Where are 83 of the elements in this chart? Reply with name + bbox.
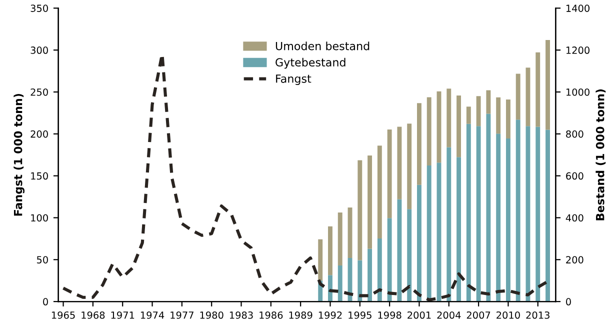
bar <box>377 146 382 238</box>
x-tick-label: 1992 <box>318 311 342 319</box>
legend-label: Umoden bestand <box>276 42 370 50</box>
x-tick-label: 1971 <box>111 311 134 319</box>
x-tick-label: 1989 <box>289 311 312 319</box>
y-tick-label: 50 <box>36 256 48 264</box>
bar <box>407 124 412 210</box>
bar <box>387 129 392 218</box>
bar <box>328 226 332 276</box>
bar <box>377 238 382 302</box>
bar <box>486 114 491 302</box>
x-tick-label: 1983 <box>230 311 253 319</box>
bar <box>466 106 471 124</box>
bar <box>338 266 342 302</box>
x-tick-label: 1974 <box>140 311 164 319</box>
y-tick-label: 300 <box>30 46 48 54</box>
y2-tick-label: 1000 <box>566 88 590 96</box>
bar <box>436 162 442 302</box>
x-tick-label: 2007 <box>466 311 490 319</box>
bar <box>368 155 372 249</box>
bar <box>456 157 461 302</box>
bar <box>496 134 501 302</box>
y-tick-label: 200 <box>30 130 48 138</box>
y2-tick-label: 600 <box>566 172 584 180</box>
x-tick-label: 2013 <box>526 311 550 319</box>
y-tick-label: 100 <box>31 214 48 222</box>
bar <box>358 160 362 260</box>
bar <box>486 90 491 114</box>
legend-label: Gytebestand <box>276 58 346 69</box>
bar <box>387 218 392 302</box>
y2-tick-label: 0 <box>566 298 571 306</box>
y2-tick-label: 400 <box>566 214 584 222</box>
bar <box>446 88 452 148</box>
bar <box>328 275 332 302</box>
x-tick-label: 1998 <box>378 311 402 319</box>
bar <box>466 124 471 302</box>
x-tick-label: 2001 <box>408 311 431 319</box>
bar <box>417 184 422 302</box>
x-tick-label: 1995 <box>348 311 372 319</box>
y-tick-label: 150 <box>31 172 48 180</box>
x-tick-label: 2004 <box>437 311 461 319</box>
bar <box>426 97 432 166</box>
bar <box>318 239 323 281</box>
bar <box>407 209 412 302</box>
bar <box>476 126 481 302</box>
x-tick-label: 1986 <box>260 311 283 319</box>
y-axis-title: Fangst (1 000 tonn) <box>14 94 24 216</box>
y-tick-label: 250 <box>30 88 48 96</box>
y2-axis-title: Bestand (1 000 tonn) <box>596 89 606 220</box>
bar <box>348 207 352 258</box>
bar <box>546 40 550 130</box>
y-tick-label: 0 <box>43 298 48 306</box>
y2-tick-label: 800 <box>566 130 584 138</box>
bar <box>426 166 432 302</box>
bar <box>358 260 362 302</box>
bar <box>506 100 510 139</box>
bar <box>536 126 540 302</box>
legend-label: Fangst <box>276 74 312 85</box>
bar <box>516 120 520 302</box>
bar <box>446 147 452 302</box>
bar <box>516 74 520 120</box>
bar <box>526 68 530 126</box>
bar <box>397 199 402 302</box>
bar <box>397 126 402 200</box>
bar <box>417 103 422 185</box>
y2-tick-label: 200 <box>566 256 584 264</box>
x-tick-label: 1977 <box>170 311 194 319</box>
bar <box>436 91 442 163</box>
y-tick-label: 350 <box>30 4 48 12</box>
bar <box>546 130 550 302</box>
bar <box>506 138 510 302</box>
y2-tick-label: 1200 <box>566 46 590 54</box>
bar <box>338 212 342 266</box>
bar <box>536 52 540 127</box>
y2-tick-label: 1400 <box>566 4 590 12</box>
x-tick-label: 1968 <box>82 311 105 319</box>
bar <box>456 96 461 158</box>
bar <box>496 97 501 134</box>
x-tick-label: 2010 <box>496 311 520 319</box>
x-tick-label: 1965 <box>52 311 75 319</box>
bar <box>368 248 372 302</box>
x-tick-label: 1980 <box>200 311 224 319</box>
bar <box>476 96 481 126</box>
